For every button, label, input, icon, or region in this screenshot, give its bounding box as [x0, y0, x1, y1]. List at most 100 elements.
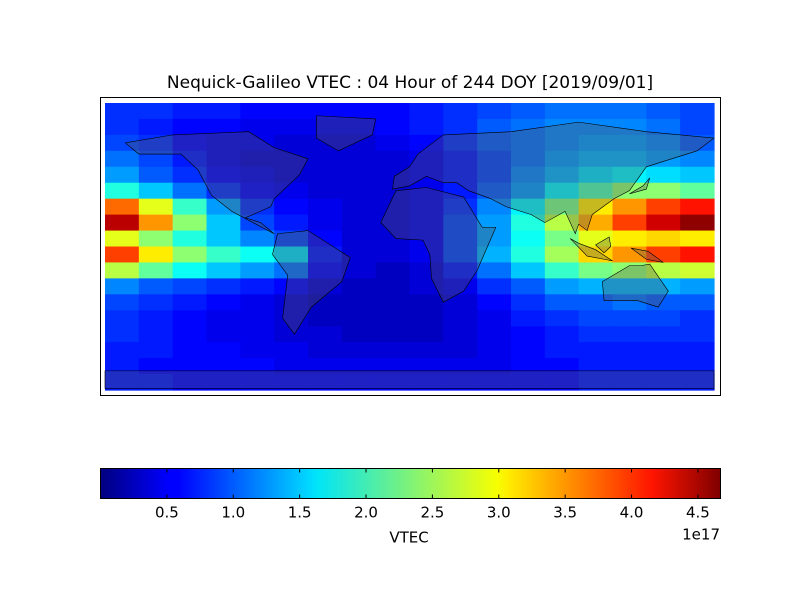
heat-cell — [138, 150, 174, 168]
heat-cell — [477, 230, 512, 248]
heat-cell — [206, 230, 241, 248]
continent — [595, 236, 612, 254]
heat-cell — [511, 358, 546, 375]
heat-cell — [443, 246, 478, 264]
heat-cell — [578, 262, 614, 279]
heat-cell — [511, 310, 546, 327]
heat-cell — [578, 294, 614, 311]
heat-cell — [578, 182, 614, 200]
heat-cell — [206, 262, 241, 279]
heat-cell — [578, 278, 614, 295]
heat-cell — [308, 103, 343, 120]
heat-cell — [341, 182, 377, 200]
heat-cell — [341, 342, 377, 359]
heat-cell — [105, 278, 140, 295]
heat-cell — [477, 166, 512, 184]
heat-cell — [172, 310, 208, 327]
heat-cell — [511, 374, 546, 391]
heat-cell — [511, 134, 546, 152]
heat-cell — [578, 374, 614, 391]
heat-cell — [138, 214, 174, 232]
heat-cell — [409, 182, 444, 200]
heat-cell — [511, 342, 546, 359]
heat-cell — [646, 150, 681, 168]
heat-cell — [544, 182, 580, 200]
heat-cell — [477, 358, 512, 375]
heat-cell — [308, 278, 343, 295]
heat-cell — [680, 262, 715, 279]
heat-cell — [206, 150, 241, 168]
heat-cell — [240, 358, 275, 375]
heat-cell — [612, 214, 647, 232]
heat-cell — [511, 166, 546, 184]
colorbar-tick-label: 0.5 — [155, 504, 179, 522]
heat-cell — [341, 118, 377, 136]
heat-cell — [409, 150, 444, 168]
heat-cell — [680, 103, 715, 120]
heat-cell — [341, 326, 377, 343]
continent — [629, 177, 651, 195]
heat-cell — [443, 294, 478, 311]
map-frame — [100, 97, 721, 396]
heat-cell — [375, 374, 411, 391]
heat-cell — [511, 214, 546, 232]
heat-cell — [206, 166, 241, 184]
continent — [392, 121, 715, 235]
heat-cell — [105, 118, 140, 136]
heat-cell — [646, 262, 681, 279]
heat-cell — [341, 358, 377, 375]
heat-cell — [443, 374, 478, 391]
heat-cell — [105, 326, 140, 343]
heat-cell — [138, 118, 174, 136]
colorbar — [100, 468, 721, 499]
continent — [124, 131, 309, 235]
heat-cell — [443, 214, 478, 232]
heat-cell — [138, 230, 174, 248]
heat-cell — [172, 150, 208, 168]
heat-cell — [409, 214, 444, 232]
heat-cell — [612, 278, 647, 295]
heat-cell — [105, 358, 140, 375]
colorbar-tick-label: 3.0 — [487, 504, 511, 522]
heat-cell — [646, 246, 681, 264]
heat-cell — [206, 182, 241, 200]
heat-cell — [105, 103, 140, 120]
heat-cell — [206, 246, 241, 264]
heat-cell — [172, 214, 208, 232]
heat-cell — [308, 358, 343, 375]
heat-cell — [240, 262, 275, 279]
heat-cell — [612, 166, 647, 184]
heat-cell — [578, 214, 614, 232]
heat-cell — [105, 262, 140, 279]
heat-cell — [206, 278, 241, 295]
heat-cell — [409, 310, 444, 327]
continent — [104, 370, 715, 389]
heat-cell — [308, 374, 343, 391]
heat-cell — [274, 246, 309, 264]
heat-cell — [172, 326, 208, 343]
heat-cell — [646, 278, 681, 295]
heat-cell — [477, 310, 512, 327]
heat-cell — [172, 103, 208, 120]
heat-cell — [172, 198, 208, 216]
heat-cell — [443, 150, 478, 168]
heat-cell — [544, 214, 580, 232]
heat-cell — [409, 198, 444, 216]
colorbar-tick-label: 2.5 — [420, 504, 444, 522]
heat-cell — [375, 166, 411, 184]
heat-cell — [274, 214, 309, 232]
heat-cell — [138, 182, 174, 200]
heat-cell — [612, 294, 647, 311]
heat-cell — [578, 150, 614, 168]
heat-cell — [138, 326, 174, 343]
heat-cell — [206, 342, 241, 359]
heat-cell — [172, 374, 208, 391]
heat-cell — [172, 246, 208, 264]
heat-cell — [341, 150, 377, 168]
heat-cell — [105, 198, 140, 216]
heat-cell — [477, 198, 512, 216]
heat-cell — [578, 326, 614, 343]
heat-cell — [612, 342, 647, 359]
heat-cell — [443, 182, 478, 200]
heat-cell — [138, 246, 174, 264]
